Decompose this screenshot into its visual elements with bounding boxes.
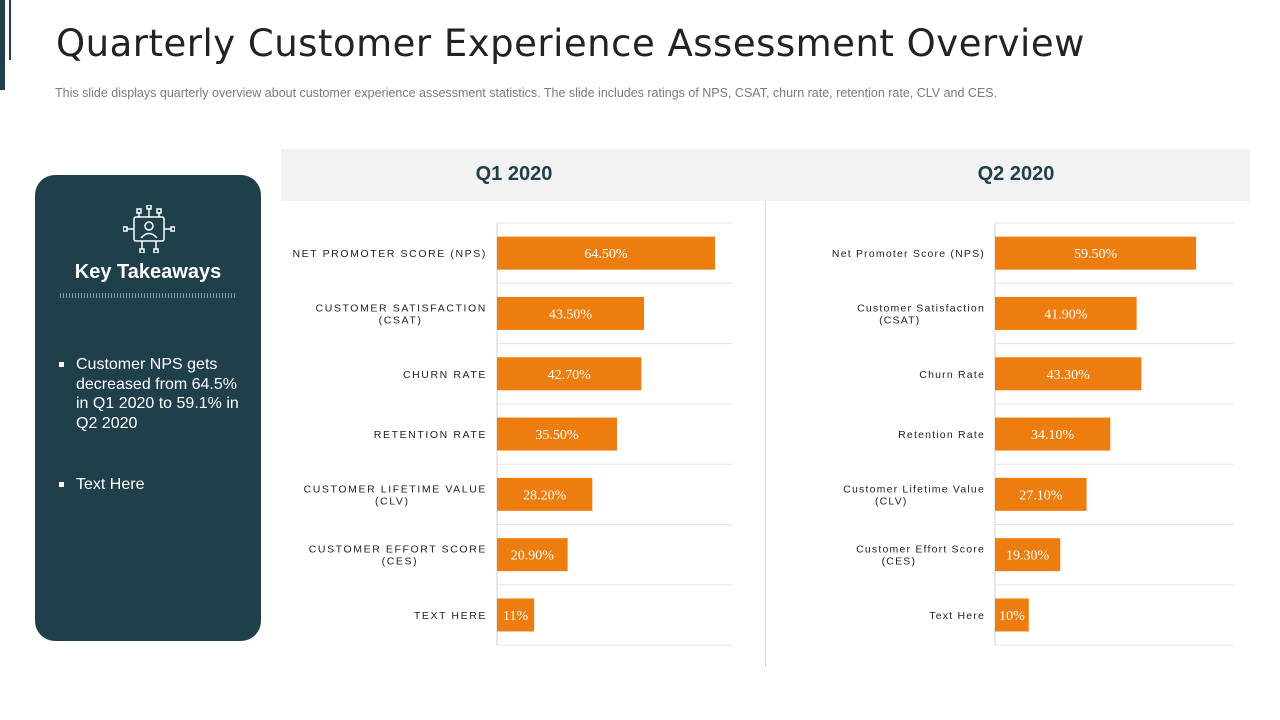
chart-divider [765, 201, 766, 667]
bar [497, 236, 716, 270]
takeaway-item: Customer NPS gets decreased from 64.5% i… [57, 355, 247, 433]
dotted-divider [60, 293, 236, 298]
page-title: Quarterly Customer Experience Assessment… [56, 22, 1085, 65]
bar [995, 236, 1197, 270]
accent-bar [0, 0, 5, 90]
bar [497, 477, 593, 511]
category-label: Customer Effort Score (CES) [856, 544, 985, 568]
q2-heading: Q2 2020 [977, 163, 1055, 185]
category-label: RETENTION RATE [374, 429, 487, 441]
bar [995, 538, 1061, 572]
bar [995, 477, 1087, 511]
data-label: 35.50% [535, 428, 579, 443]
category-label: Retention Rate [898, 429, 985, 441]
category-label: CUSTOMER EFFORT SCORE (CES) [309, 544, 487, 568]
q1-heading: Q1 2020 [475, 163, 553, 185]
category-label: Churn Rate [919, 369, 985, 381]
key-takeaways-panel: Key Takeaways Customer NPS gets decrease… [35, 175, 261, 641]
data-label: 27.10% [1019, 488, 1063, 503]
bar [497, 538, 568, 572]
data-label: 42.70% [548, 368, 592, 383]
category-label: Net Promoter Score (NPS) [832, 248, 985, 260]
bar [995, 417, 1111, 451]
data-label: 20.90% [511, 549, 555, 564]
bar [497, 417, 617, 451]
bar [497, 598, 535, 632]
bar [497, 296, 645, 330]
category-label: Customer Lifetime Value (CLV) [843, 483, 985, 507]
data-label: 64.50% [584, 247, 628, 262]
accent-line [9, 0, 11, 60]
page-subtitle: This slide displays quarterly overview a… [55, 86, 998, 100]
category-label: Text Here [929, 610, 985, 622]
data-label: 10% [999, 609, 1025, 624]
category-label: NET PROMOTER SCORE (NPS) [292, 248, 487, 260]
data-label: 59.50% [1074, 247, 1118, 262]
category-label: TEXT HERE [414, 610, 487, 622]
category-label: CHURN RATE [403, 369, 487, 381]
data-label: 19.30% [1006, 549, 1050, 564]
quarter-header-band [281, 149, 1250, 201]
category-label: Customer Satisfaction (CSAT) [857, 302, 985, 326]
data-label: 43.50% [549, 307, 593, 322]
data-label: 11% [503, 609, 528, 624]
q1-chart: 64.50% NET PROMOTER SCORE (NPS) 43.50% CUST… [292, 222, 732, 646]
bar [497, 357, 642, 391]
category-label: CUSTOMER LIFETIME VALUE (CLV) [304, 483, 487, 507]
bar [995, 357, 1142, 391]
user-network-icon [123, 205, 175, 253]
takeaways-heading: Key Takeaways [74, 261, 222, 283]
data-label: 41.90% [1044, 307, 1088, 322]
takeaways-list: Customer NPS gets decreased from 64.5% i… [57, 355, 247, 495]
data-label: 34.10% [1031, 428, 1075, 443]
bar [995, 598, 1029, 632]
q2-chart: 59.50% Net Promoter Score (NPS) 41.90% Cust… [832, 222, 1234, 646]
data-label: 43.30% [1047, 368, 1091, 383]
takeaway-item: Text Here [57, 475, 247, 495]
bar [995, 296, 1137, 330]
category-label: CUSTOMER SATISFACTION (CSAT) [316, 302, 487, 326]
data-label: 28.20% [523, 488, 567, 503]
